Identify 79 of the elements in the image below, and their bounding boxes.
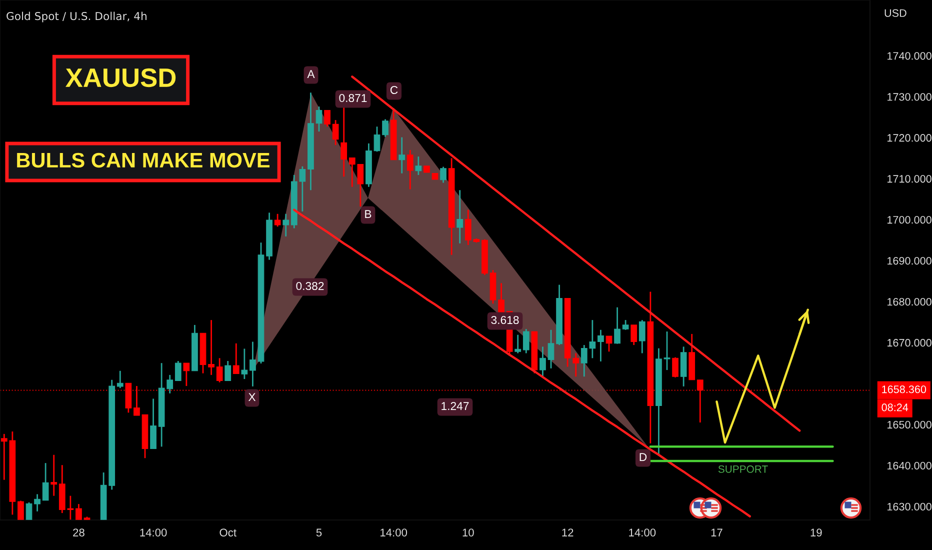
annotation: 0.871 [339,94,367,102]
y-tick-label: 1710.000 [887,175,932,183]
candlestick [622,319,629,331]
candlestick [614,306,620,344]
y-tick-label: 1640.000 [887,462,932,470]
y-tick-label: 1700.000 [887,216,932,224]
candlestick [398,136,406,174]
candlestick [42,462,49,502]
annotation: 1.247 [442,402,469,410]
candlestick [498,282,504,314]
candlestick [664,330,670,371]
x-tick-label: 14:00 [380,528,408,536]
candlestick [150,398,156,450]
ref-line-label: 1658.360 [882,386,926,394]
y-axis-title: USD [884,9,906,17]
candlestick [183,362,190,387]
y-tick-label: 1650.000 [887,420,932,429]
candlestick [316,106,322,132]
candlestick [18,500,24,520]
candlestick [540,346,546,378]
candlestick [456,189,464,244]
x-tick-label: 12 [562,528,574,536]
candlestick [250,341,256,388]
candlestick [50,454,58,497]
candlestick [340,106,348,178]
annotation: BULLS CAN MAKE MOVE [17,152,270,168]
x-tick-label: 5 [316,528,322,536]
candlestick [174,360,182,382]
candlestick [440,166,446,184]
candlestick [208,319,214,376]
candlestick [548,329,554,370]
y-tick-label: 1680.000 [887,298,932,306]
candlestick [324,110,330,128]
candlestick [232,342,240,374]
candlestick [116,370,124,389]
y-tick-label: 1670.000 [887,338,932,347]
candlestick [672,356,678,378]
x-tick-label: 19 [810,528,822,536]
candlestick [332,119,339,146]
y-tick-label: 1740.000 [887,52,932,60]
x-tick-label: 10 [462,528,474,536]
candlestick [638,319,646,354]
x-tick-label: 17 [711,528,722,536]
y-tick-label: 1690.000 [887,256,932,265]
y-tick-label: 1630.000 [887,502,932,511]
x-tick-label: 14:00 [629,528,656,536]
x-tick-label: 28 [73,528,84,536]
candlestick [224,360,232,382]
annotation: C [390,86,398,94]
candlestick [241,348,248,380]
candlestick [522,328,530,354]
y-tick-label: 1730.000 [887,93,932,101]
x-tick-label: 14:00 [140,528,167,536]
candlestick [415,156,422,176]
annotation: B [365,210,372,218]
candlestick [34,493,40,512]
annotation: XAUUSD [66,68,176,88]
annotation: D [640,453,647,461]
candlestick [374,126,380,152]
text: 08:24 [882,404,908,412]
candlestick [76,503,82,520]
candlestick [606,335,612,352]
candlestick [630,324,638,346]
text: Gold Spot / U.S. Dollar, 4h [6,12,146,22]
candlestick [598,329,604,362]
annotation: 0.382 [296,282,324,290]
candlestick [274,213,281,228]
annotation: SUPPORT [718,465,768,473]
candlestick [406,149,414,190]
candlestick [216,357,223,384]
candlestick [282,213,290,238]
annotation: A [307,70,315,78]
y-tick-label: 1720.000 [887,134,932,142]
candlestick [514,334,522,354]
candlestick [382,118,388,138]
annotation: 3.618 [491,316,519,324]
candlestick [26,502,32,520]
annotation: X [248,393,256,401]
x-tick-label: Oct [220,528,236,536]
